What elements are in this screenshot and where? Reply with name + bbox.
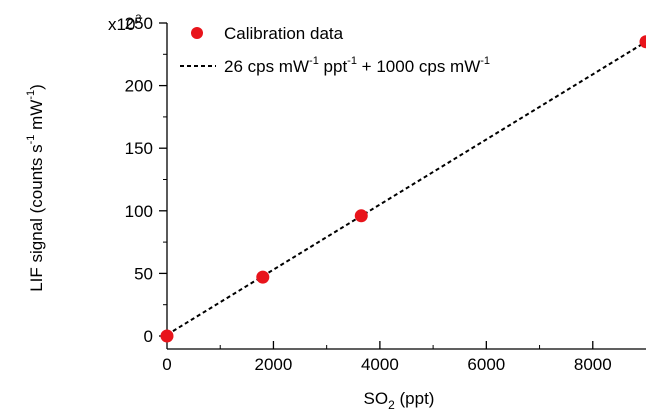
y-tick-label: 50 — [134, 264, 153, 283]
legend-marker-calibration — [191, 27, 203, 39]
x-tick-label: 8000 — [574, 355, 612, 374]
ticks: 0 2000 4000 6000 8000 0 50 100 150 200 250 — [125, 14, 612, 374]
data-point — [639, 35, 646, 49]
data-marks — [160, 35, 646, 343]
legend-label-fit: 26 cps mW-1 ppt-1 + 1000 cps mW-1 — [224, 55, 490, 76]
data-point — [160, 329, 174, 343]
y-tick-label: 0 — [144, 327, 153, 346]
y-tick-label: 200 — [125, 77, 153, 96]
y-tick-label: 150 — [125, 139, 153, 158]
legend-label-calibration: Calibration data — [224, 24, 344, 43]
x-tick-label: 2000 — [255, 355, 293, 374]
x-axis-label: SO2 (ppt) — [364, 389, 435, 412]
x-tick-label: 0 — [162, 355, 171, 374]
y-tick-label: 250 — [125, 14, 153, 33]
y-axis-label: LIF signal (counts s-1 mW-1) — [25, 84, 46, 292]
y-multiplier: x103 — [108, 13, 142, 34]
fit-line — [166, 40, 646, 336]
x-tick-label: 4000 — [361, 355, 399, 374]
x-tick-label: 6000 — [467, 355, 505, 374]
legend: Calibration data 26 cps mW-1 ppt-1 + 100… — [180, 24, 490, 76]
data-point — [256, 270, 270, 284]
y-tick-label: 100 — [125, 202, 153, 221]
data-point — [354, 209, 368, 223]
